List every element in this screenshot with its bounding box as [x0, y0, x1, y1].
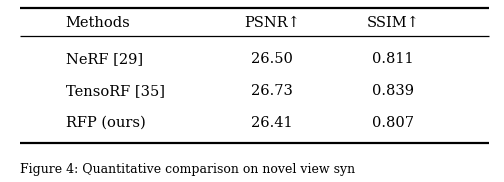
Text: NeRF [29]: NeRF [29]: [66, 52, 143, 66]
Text: 0.807: 0.807: [372, 116, 414, 130]
Text: TensoRF [35]: TensoRF [35]: [66, 84, 164, 98]
Text: SSIM↑: SSIM↑: [367, 16, 419, 30]
Text: 26.50: 26.50: [251, 52, 293, 66]
Text: 0.811: 0.811: [372, 52, 414, 66]
Text: Methods: Methods: [66, 16, 130, 30]
Text: PSNR↑: PSNR↑: [244, 16, 300, 30]
Text: 26.41: 26.41: [251, 116, 293, 130]
Text: RFP (ours): RFP (ours): [66, 116, 145, 130]
Text: 0.839: 0.839: [372, 84, 414, 98]
Text: Figure 4: Quantitative comparison on novel view syn: Figure 4: Quantitative comparison on nov…: [20, 163, 355, 176]
Text: 26.73: 26.73: [251, 84, 293, 98]
